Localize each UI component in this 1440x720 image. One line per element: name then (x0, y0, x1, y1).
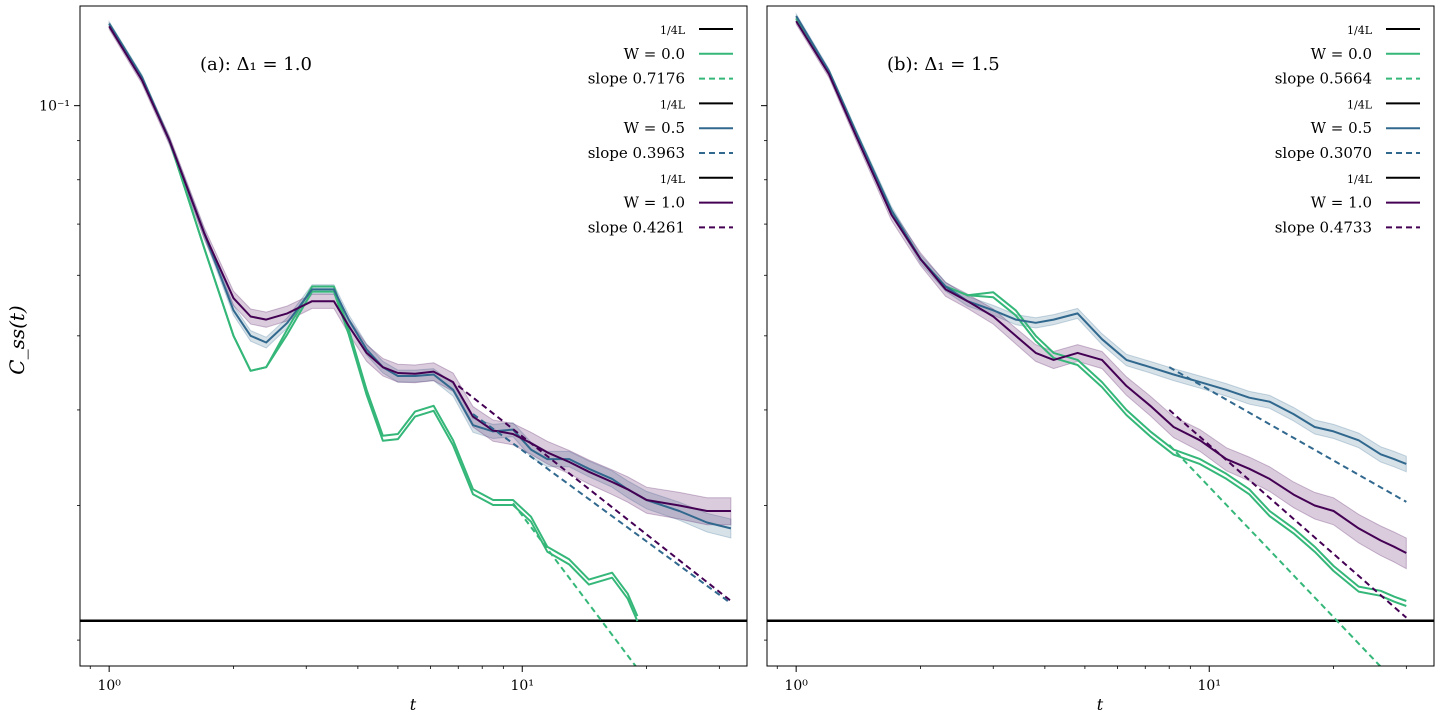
fit-line (472, 413, 732, 605)
x-tick-label: 10¹ (1198, 678, 1221, 694)
panel-b-plot-area (767, 12, 1434, 666)
legend-label: W = 0.0 (624, 45, 685, 63)
panel-b-legend: 1/4L W = 0.0 slope 0.5664 1/4L W = 0.5 slope … (1275, 24, 1420, 236)
fit-line (1168, 444, 1382, 666)
panel-b: 10⁰ 10¹ (b): Δ₁ = 1.5 t 1/4L W = 0.0 slope … (761, 5, 1435, 714)
series-band (108, 21, 732, 526)
series-band (795, 12, 1407, 473)
series-line (795, 20, 1407, 554)
legend-label: W = 1.0 (624, 194, 685, 212)
legend-label: slope 0.3070 (1275, 144, 1372, 162)
y-axis-label: C_ss(t) (5, 305, 29, 374)
legend-label: W = 0.5 (624, 119, 685, 137)
legend-label: slope 0.3963 (588, 144, 685, 162)
legend-label: 1/4L (1347, 173, 1373, 186)
series-line (108, 23, 639, 622)
panel-a-xlabel: t (410, 695, 417, 714)
panel-a-plot-area (80, 19, 747, 666)
panel-a: 10⁰ 10¹ 10⁻¹ (a): Δ₁ = 1.0 t 1/4L W = 0.0 sl… (39, 5, 748, 714)
series-line (108, 23, 639, 617)
panel-b-ticks: 10⁰ 10¹ (761, 105, 1407, 694)
panel-b-label: (b): Δ₁ = 1.5 (887, 54, 1000, 75)
panel-a-ticks: 10⁰ 10¹ 10⁻¹ (39, 99, 720, 694)
legend-label: slope 0.5664 (1275, 70, 1372, 88)
y-tick-label: 10⁻¹ (39, 99, 70, 115)
series-line (108, 25, 731, 512)
x-tick-label: 10⁰ (784, 678, 808, 694)
series-band (795, 16, 1407, 570)
legend-label: W = 0.0 (1311, 45, 1372, 63)
x-tick-label: 10⁰ (97, 678, 121, 694)
series-line (108, 23, 732, 530)
fit-line (1168, 366, 1407, 503)
legend-label: W = 0.5 (1311, 119, 1372, 137)
fit-line (512, 502, 637, 666)
legend-label: 1/4L (660, 24, 686, 37)
panel-a-legend: 1/4L W = 0.0 slope 0.7176 1/4L W = 0.5 slope … (588, 24, 733, 236)
fit-line (1168, 409, 1408, 619)
fit-line (457, 385, 732, 602)
legend-label: 1/4L (660, 98, 686, 111)
legend-label: 1/4L (1347, 98, 1373, 111)
legend-label: slope 0.7176 (588, 70, 685, 88)
legend-label: slope 0.4733 (1275, 218, 1372, 236)
legend-label: 1/4L (1347, 24, 1373, 37)
x-tick-label: 10¹ (511, 678, 534, 694)
series-band (108, 19, 732, 539)
legend-label: 1/4L (660, 173, 686, 186)
panel-a-frame (79, 5, 748, 667)
panel-b-xlabel: t (1097, 695, 1104, 714)
legend-label: W = 1.0 (1311, 194, 1372, 212)
legend-label: slope 0.4261 (588, 218, 685, 236)
panel-a-label: (a): Δ₁ = 1.0 (200, 54, 312, 75)
